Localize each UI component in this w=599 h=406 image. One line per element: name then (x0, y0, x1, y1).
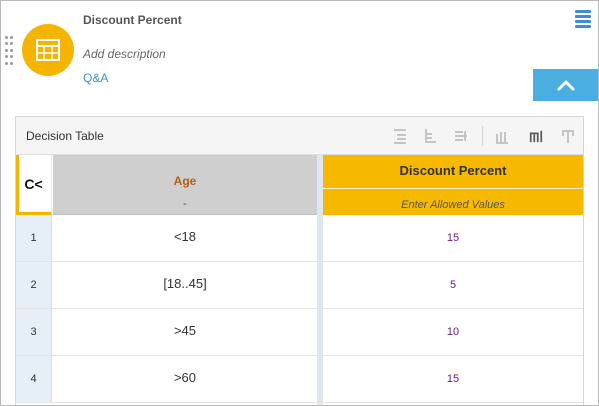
condition-cell[interactable]: <18 (173, 229, 197, 244)
output-cell[interactable]: 15 (446, 232, 460, 244)
rule-number[interactable]: 2 (16, 262, 52, 308)
chevron-up-icon (557, 80, 575, 91)
input-column-label[interactable]: Age (173, 174, 197, 188)
input-allowed-values[interactable]: - (183, 198, 187, 210)
decision-table: Decision Table C< Age (15, 116, 584, 405)
output-column-header[interactable]: Discount Percent Enter Allowed Values (323, 155, 583, 215)
rule-number[interactable]: 3 (16, 309, 52, 355)
hamburger-icon[interactable] (575, 10, 591, 28)
add-rule-above-icon[interactable] (393, 128, 407, 144)
table-row: 3 >45 10 (16, 309, 583, 356)
delete-column-icon[interactable] (561, 128, 575, 144)
description-field[interactable]: Add description (83, 47, 166, 61)
output-column-label[interactable]: Discount Percent (399, 163, 507, 178)
toolbar-divider (482, 126, 483, 146)
decision-table-toolbar: Decision Table (16, 117, 583, 155)
input-column-header[interactable]: Age - (53, 155, 317, 215)
node-title[interactable]: Discount Percent (83, 13, 182, 27)
qa-link[interactable]: Q&A (83, 71, 109, 85)
output-cell[interactable]: 5 (449, 279, 457, 291)
rule-number[interactable]: 1 (16, 215, 52, 261)
decision-table-title: Decision Table (26, 129, 104, 143)
hit-policy-cell[interactable]: C< (16, 155, 52, 215)
add-column-icon[interactable] (495, 128, 509, 144)
table-row: 1 <18 15 (16, 215, 583, 262)
add-column-after-icon[interactable] (529, 128, 543, 144)
table-row: 2 [18..45] 5 (16, 262, 583, 309)
add-rule-below-icon[interactable] (423, 128, 437, 144)
table-icon (22, 24, 74, 76)
table-row: 4 >60 15 (16, 356, 583, 403)
condition-cell[interactable]: >45 (173, 323, 197, 338)
output-cell[interactable]: 10 (446, 326, 460, 338)
column-splitter[interactable] (317, 155, 323, 405)
rule-number[interactable]: 4 (16, 356, 52, 402)
output-cell[interactable]: 15 (446, 373, 460, 385)
condition-cell[interactable]: [18..45] (163, 276, 207, 291)
collapse-button[interactable] (533, 69, 598, 101)
delete-rule-icon[interactable] (454, 128, 468, 144)
output-allowed-values[interactable]: Enter Allowed Values (401, 199, 505, 211)
drag-handle-icon[interactable] (5, 36, 13, 66)
output-header-divider (323, 188, 583, 189)
hit-policy-accent (16, 155, 19, 215)
condition-cell[interactable]: >60 (173, 370, 197, 385)
